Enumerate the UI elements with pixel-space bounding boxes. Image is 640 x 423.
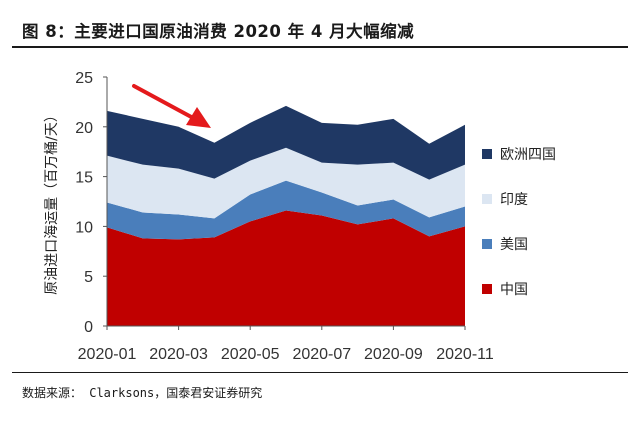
legend-label-美国: 美国: [500, 237, 528, 253]
arrow-shaft: [132, 84, 197, 121]
legend-label-印度: 印度: [500, 192, 528, 208]
x-tick-label: 2020-05: [221, 346, 280, 363]
legend-swatch-欧洲四国: [482, 149, 492, 159]
x-tick-label: 2020-03: [149, 346, 208, 363]
y-tick-label: 10: [75, 219, 93, 236]
legend-swatch-中国: [482, 284, 492, 294]
source-note: 数据来源： Clarksons，国泰君安证券研究: [22, 386, 263, 400]
y-tick-label: 0: [84, 319, 93, 336]
x-tick-label: 2020-01: [78, 346, 137, 363]
area-series-欧洲四国: [107, 105, 465, 180]
y-tick-label: 25: [75, 70, 93, 87]
y-tick-label: 15: [75, 170, 93, 187]
x-tick-label: 2020-09: [364, 346, 423, 363]
y-axis-label: 原油进口海运量（百万桶/天）: [44, 108, 60, 295]
area-layer: [107, 105, 465, 326]
annotation-layer: [132, 84, 211, 128]
arrow-head: [186, 107, 211, 128]
y-tick-label: 20: [75, 120, 93, 137]
chart-title: 图 8：主要进口国原油消费 2020 年 4 月大幅缩减: [22, 22, 415, 41]
area-series-印度: [107, 147, 465, 219]
x-tick-label: 2020-07: [292, 346, 351, 363]
legend-swatch-印度: [482, 194, 492, 204]
footer-divider: [12, 372, 628, 373]
y-tick-label: 5: [84, 269, 93, 286]
axes-layer: 0 5 10 15 20 25 2020-01 2020-03 2020-05 2020-07 20…: [44, 70, 494, 363]
area-series-美国: [107, 180, 465, 240]
legend-label-中国: 中国: [500, 282, 528, 298]
x-tick-label: 2020-11: [436, 346, 494, 363]
legend-label-欧洲四国: 欧洲四国: [500, 147, 556, 163]
area-series-中国: [107, 210, 465, 326]
legend-swatch-美国: [482, 239, 492, 249]
title-divider: [12, 46, 628, 48]
